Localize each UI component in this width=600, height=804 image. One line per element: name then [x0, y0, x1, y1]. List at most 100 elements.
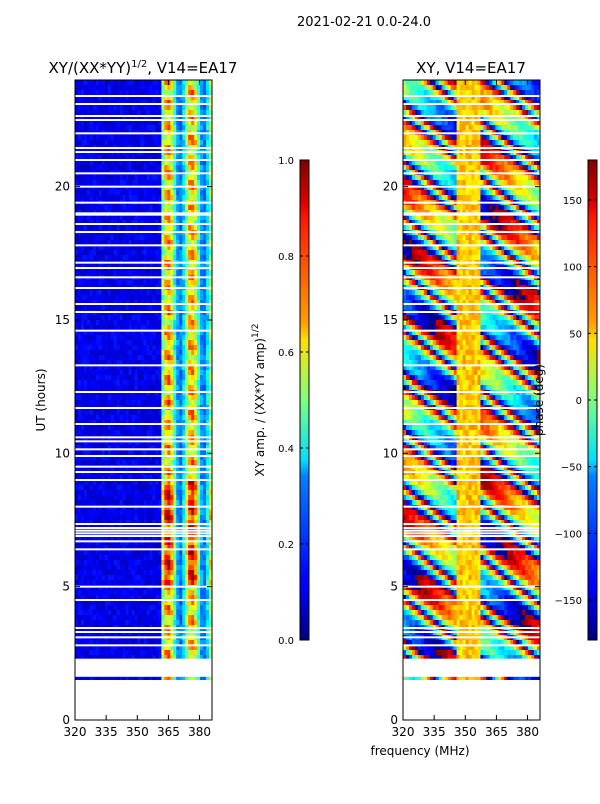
heatmap-cell	[149, 250, 153, 256]
heatmap-cell	[158, 490, 162, 496]
heatmap-cell	[104, 505, 109, 511]
heatmap-cell	[200, 615, 204, 621]
heatmap-cell	[113, 415, 118, 421]
heatmap-cell	[158, 220, 162, 226]
heatmap-cell	[188, 555, 192, 561]
heatmap-cell	[194, 550, 198, 556]
heatmap-cell	[77, 345, 82, 351]
heatmap-cell	[77, 550, 82, 556]
heatmap-cell	[167, 485, 171, 491]
heatmap-cell	[164, 240, 168, 246]
heatmap-cell	[146, 205, 150, 211]
heatmap-cell	[113, 475, 118, 481]
heatmap-cell	[83, 350, 88, 356]
heatmap-cell	[161, 110, 165, 116]
heatmap-cell	[77, 355, 82, 361]
heatmap-cell	[77, 240, 82, 246]
heatmap-cell	[89, 465, 94, 471]
heatmap-cell	[116, 335, 121, 341]
heatmap-cell	[131, 620, 135, 626]
heatmap-cell	[128, 165, 132, 171]
heatmap-cell	[137, 420, 141, 426]
heatmap-cell	[185, 280, 189, 286]
heatmap-cell	[146, 455, 150, 461]
heatmap-cell	[140, 395, 144, 401]
heatmap-cell	[161, 215, 165, 221]
heatmap-cell	[200, 160, 204, 166]
heatmap-cell	[194, 360, 198, 366]
heatmap-cell	[143, 490, 147, 496]
heatmap-cell	[131, 280, 135, 286]
heatmap-cell	[146, 570, 150, 576]
heatmap-cell	[75, 195, 79, 201]
heatmap-cell	[203, 270, 207, 276]
heatmap-cell	[146, 500, 150, 506]
heatmap-cell	[173, 300, 177, 306]
heatmap-cell	[134, 325, 138, 331]
heatmap-cell	[125, 105, 130, 111]
heatmap-cell	[131, 85, 135, 91]
heatmap-cell	[182, 560, 186, 566]
heatmap-cell	[80, 570, 85, 576]
heatmap-cell	[104, 235, 109, 241]
heatmap-cell	[179, 585, 183, 591]
heatmap-cell	[122, 225, 127, 231]
heatmap-cell	[149, 190, 153, 196]
heatmap-cell	[188, 595, 192, 601]
heatmap-cell	[101, 250, 106, 256]
heatmap-cell	[146, 440, 150, 446]
heatmap-cell	[89, 235, 94, 241]
heatmap-cell	[110, 115, 115, 121]
heatmap-cell	[77, 120, 82, 126]
heatmap-cell	[83, 430, 88, 436]
heatmap-cell	[83, 500, 88, 506]
heatmap-cell	[137, 555, 141, 561]
heatmap-cell	[173, 475, 177, 481]
heatmap-cell	[83, 235, 88, 241]
heatmap-cell	[104, 425, 109, 431]
heatmap-cell	[107, 100, 112, 106]
heatmap-cell	[203, 330, 207, 336]
heatmap-cell	[131, 445, 135, 451]
heatmap-cell	[128, 235, 132, 241]
heatmap-cell	[137, 440, 141, 446]
heatmap-cell	[197, 605, 201, 611]
heatmap-cell	[131, 420, 135, 426]
heatmap-cell	[107, 490, 112, 496]
heatmap-cell	[98, 520, 103, 526]
heatmap-cell	[134, 175, 138, 181]
heatmap-cell	[95, 300, 100, 306]
heatmap-cell	[110, 80, 115, 86]
heatmap-cell	[116, 375, 121, 381]
heatmap-cell	[125, 590, 130, 596]
heatmap-cell	[119, 520, 124, 526]
heatmap-cell	[140, 365, 144, 371]
heatmap-cell	[164, 515, 168, 521]
heatmap-cell	[113, 290, 118, 296]
heatmap-cell	[131, 255, 135, 261]
heatmap-cell	[137, 430, 141, 436]
heatmap-cell	[110, 105, 115, 111]
heatmap-cell	[95, 100, 100, 106]
heatmap-cell	[152, 440, 156, 446]
heatmap-cell	[176, 270, 180, 276]
heatmap-cell	[203, 195, 207, 201]
heatmap-cell	[155, 175, 159, 181]
heatmap-cell	[179, 555, 183, 561]
heatmap-cell	[179, 415, 183, 421]
heatmap-cell	[164, 450, 168, 456]
heatmap-cell	[158, 465, 162, 471]
heatmap-cell	[158, 175, 162, 181]
heatmap-cell	[92, 355, 97, 361]
heatmap-cell	[146, 520, 150, 526]
heatmap-cell	[83, 385, 88, 391]
heatmap-cell	[164, 485, 168, 491]
heatmap-cell	[98, 360, 103, 366]
heatmap-cell	[167, 110, 171, 116]
heatmap-cell	[107, 590, 112, 596]
heatmap-cell	[116, 105, 121, 111]
heatmap-cell	[75, 270, 79, 276]
heatmap-cell	[143, 510, 147, 516]
heatmap-cell	[101, 235, 106, 241]
heatmap-cell	[89, 160, 94, 166]
